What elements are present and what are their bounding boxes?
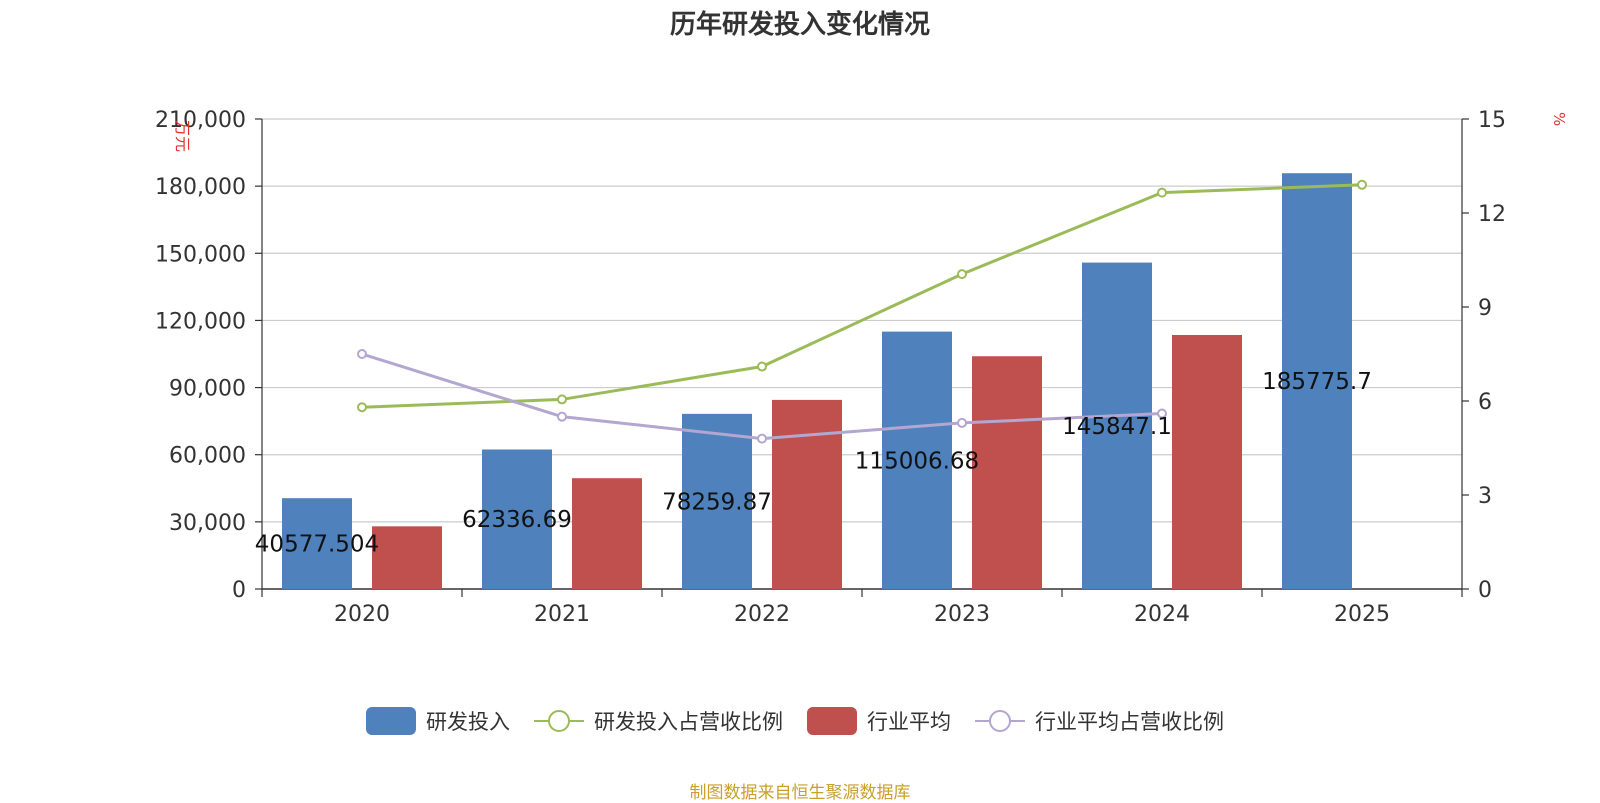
legend-item-industry-ratio[interactable]: 行业平均占营收比例 <box>975 706 1224 736</box>
y-tick-label-left: 90,000 <box>169 377 246 402</box>
source-note: 制图数据来自恒生聚源数据库 <box>689 783 911 803</box>
bar-industry <box>372 526 442 589</box>
x-tick-label: 2024 <box>1134 602 1190 627</box>
legend-swatch-rd-ratio <box>534 710 584 732</box>
point-rd-ratio <box>957 269 967 280</box>
data-label-rd: 78259.87 <box>662 489 772 515</box>
data-label-rd: 40577.504 <box>255 532 379 558</box>
legend-label-rd: 研发投入 <box>426 710 510 734</box>
bar-rd <box>882 331 952 589</box>
y-tick-label-right: 9 <box>1478 296 1492 321</box>
y-tick-label-right: 3 <box>1478 484 1492 509</box>
y-tick-label-right: 6 <box>1478 390 1492 415</box>
y-tick-label-right: 0 <box>1478 578 1492 603</box>
bar-industry <box>972 356 1042 589</box>
y-tick-label-left: 180,000 <box>155 175 246 200</box>
data-label-rd: 185775.7 <box>1262 369 1372 395</box>
legend-swatch-industry-ratio <box>975 710 1025 732</box>
legend-item-industry[interactable]: 行业平均 <box>807 706 951 736</box>
bar-rd <box>682 413 752 589</box>
x-tick-label: 2025 <box>1334 602 1390 627</box>
legend: 研发投入 研发投入占营收比例 行业平均 行业平均占营收比例 <box>0 704 1600 738</box>
bar-rd <box>282 498 352 589</box>
x-tick-label: 2023 <box>934 602 990 627</box>
bar-rd <box>482 449 552 589</box>
point-industry-ratio <box>757 433 767 444</box>
legend-item-rd-ratio[interactable]: 研发投入占营收比例 <box>534 706 783 736</box>
y-tick-label-left: 120,000 <box>155 309 246 334</box>
point-rd-ratio <box>1157 187 1167 198</box>
chart-title: 历年研发投入变化情况 <box>669 10 930 40</box>
point-industry-ratio <box>557 411 567 422</box>
right-axis-unit: % <box>1550 112 1568 127</box>
bar-industry <box>1172 334 1242 589</box>
y-tick-label-right: 12 <box>1478 202 1506 227</box>
y-tick-label-left: 60,000 <box>169 444 246 469</box>
point-rd-ratio <box>1357 179 1367 190</box>
bar-rd <box>1082 262 1152 589</box>
data-label-rd: 62336.69 <box>462 507 572 533</box>
legend-label-industry: 行业平均 <box>867 710 951 734</box>
point-industry-ratio <box>357 349 367 359</box>
legend-label-industry-ratio: 行业平均占营收比例 <box>1035 710 1224 734</box>
y-tick-label-left: 30,000 <box>169 511 246 536</box>
y-tick-label-left: 0 <box>232 578 246 603</box>
point-rd-ratio <box>357 402 367 413</box>
legend-swatch-industry <box>807 707 857 735</box>
data-label-rd: 115006.68 <box>855 448 979 474</box>
data-label-rd: 145847.1 <box>1062 414 1172 440</box>
legend-label-rd-ratio: 研发投入占营收比例 <box>594 710 783 734</box>
left-axis-unit: 万元 <box>173 120 192 153</box>
x-tick-label: 2021 <box>534 602 590 627</box>
y-tick-label-right: 15 <box>1478 108 1506 133</box>
x-tick-label: 2022 <box>734 602 790 627</box>
y-tick-label-left: 150,000 <box>155 242 246 267</box>
point-industry-ratio <box>957 417 967 428</box>
point-rd-ratio <box>757 361 767 372</box>
point-rd-ratio <box>557 394 567 405</box>
legend-item-rd[interactable]: 研发投入 <box>366 706 510 736</box>
bar-industry <box>772 399 842 589</box>
bar-industry <box>572 478 642 589</box>
x-tick-label: 2020 <box>334 602 390 627</box>
point-industry-ratio <box>1157 408 1167 419</box>
line-rd-ratio <box>361 183 1363 409</box>
bar-rd <box>1282 173 1352 589</box>
y-tick-label-left: 210,000 <box>155 108 246 133</box>
legend-swatch-rd <box>366 707 416 735</box>
